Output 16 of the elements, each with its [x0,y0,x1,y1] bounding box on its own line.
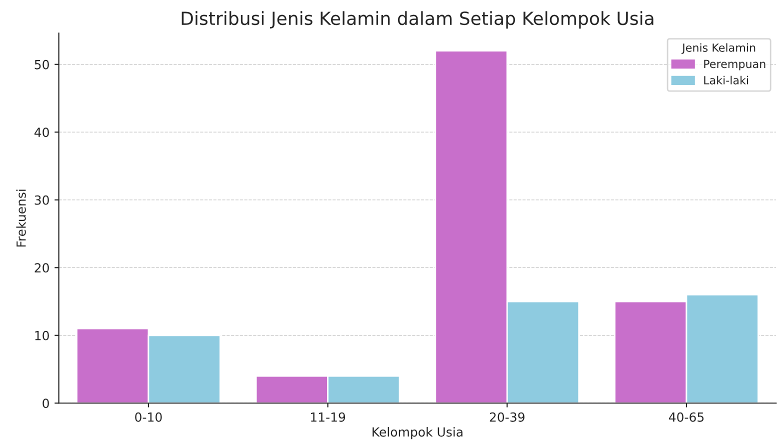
y-tick-label: 0 [42,398,49,408]
y-axis-title: Frekuensi [16,190,26,247]
x-tick-label: 20-39 [490,412,524,422]
y-tick-label: 40 [34,128,49,138]
y-tick-label: 10 [35,330,49,340]
y-tick-label: 20 [34,263,49,273]
legend-title: Jenis Kelamin [682,43,756,54]
x-tick-label: 11-19 [311,412,346,422]
x-axis-title: Kelompok Usia [372,427,462,440]
y-tick-label: 30 [34,195,49,205]
legend-label: Laki-laki [704,76,748,84]
x-tick-label: 40-65 [668,412,704,422]
legend-label: Perempuan [704,60,766,70]
x-tick-label: 0-10 [135,412,162,422]
chart-title: Distribusi Jenis Kelamin dalam Setiap Kelompok Usia [182,11,654,29]
y-tick-label: 50 [34,60,49,70]
